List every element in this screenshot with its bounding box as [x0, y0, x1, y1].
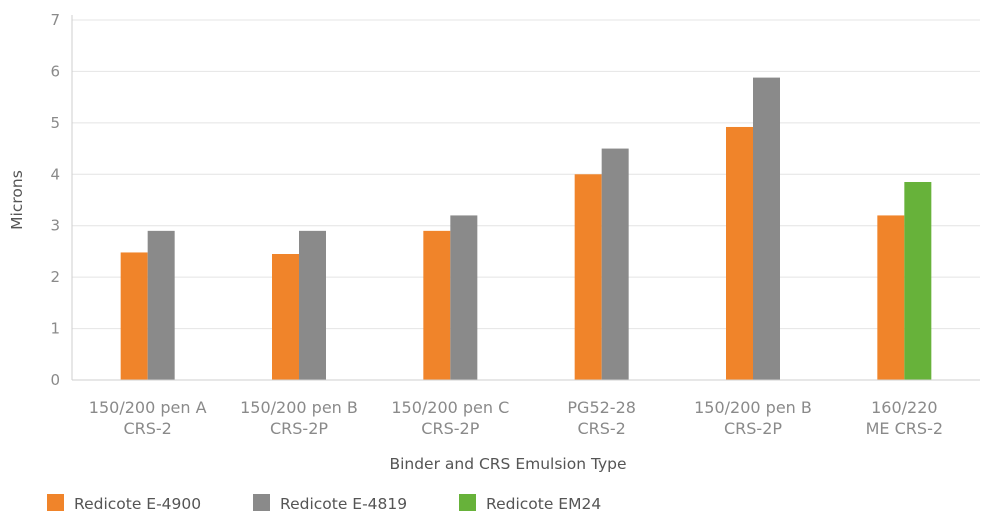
legend: Redicote E-4900 Redicote E-4819 Redicote E… [47, 494, 601, 512]
legend-label: Redicote EM24 [486, 495, 601, 512]
legend-label: Redicote E-4819 [280, 495, 407, 512]
x-category-label: 150/200 pen B [694, 398, 812, 417]
legend-swatch [47, 494, 64, 511]
y-tick-label: 7 [50, 11, 60, 29]
x-category-label: 150/200 pen A [89, 398, 207, 417]
legend-swatch [459, 494, 476, 511]
x-category-label: ME CRS-2 [866, 419, 943, 438]
bar [753, 77, 780, 380]
x-category-label: 150/200 pen B [240, 398, 358, 417]
x-category-label: 160/220 [871, 398, 937, 417]
bars [120, 77, 932, 380]
x-category-label: PG52-28 [567, 398, 636, 417]
bar [601, 148, 629, 380]
bar [272, 254, 299, 380]
bar [450, 215, 478, 380]
x-category-label: CRS-2P [421, 419, 479, 438]
y-tick-label: 2 [50, 268, 60, 286]
gridlines [72, 19, 980, 330]
y-axis-ticks: 0 1 2 3 4 5 6 7 [50, 11, 60, 389]
bar [877, 215, 905, 380]
bar [574, 174, 602, 380]
bar [147, 230, 175, 380]
x-category-label: CRS-2P [270, 419, 328, 438]
y-axis-title: Microns [8, 170, 26, 230]
x-axis-categories: 150/200 pen A CRS-2 150/200 pen B CRS-2P 150… [89, 398, 943, 438]
legend-swatch [253, 494, 270, 511]
bar [904, 182, 932, 380]
bar [299, 230, 326, 380]
y-tick-label: 4 [50, 165, 60, 183]
x-category-label: 150/200 pen C [391, 398, 509, 417]
x-axis-title: Binder and CRS Emulsion Type [389, 455, 626, 473]
bar [726, 126, 753, 380]
y-tick-label: 3 [50, 217, 60, 235]
y-tick-label: 0 [50, 371, 60, 389]
x-category-label: CRS-2 [123, 419, 171, 438]
x-category-label: CRS-2P [724, 419, 782, 438]
bar [120, 252, 148, 380]
bar [423, 230, 451, 380]
y-tick-label: 6 [50, 62, 60, 80]
x-category-label: CRS-2 [577, 419, 625, 438]
legend-label: Redicote E-4900 [74, 495, 201, 512]
y-tick-label: 5 [50, 114, 60, 132]
y-tick-label: 1 [50, 320, 60, 338]
